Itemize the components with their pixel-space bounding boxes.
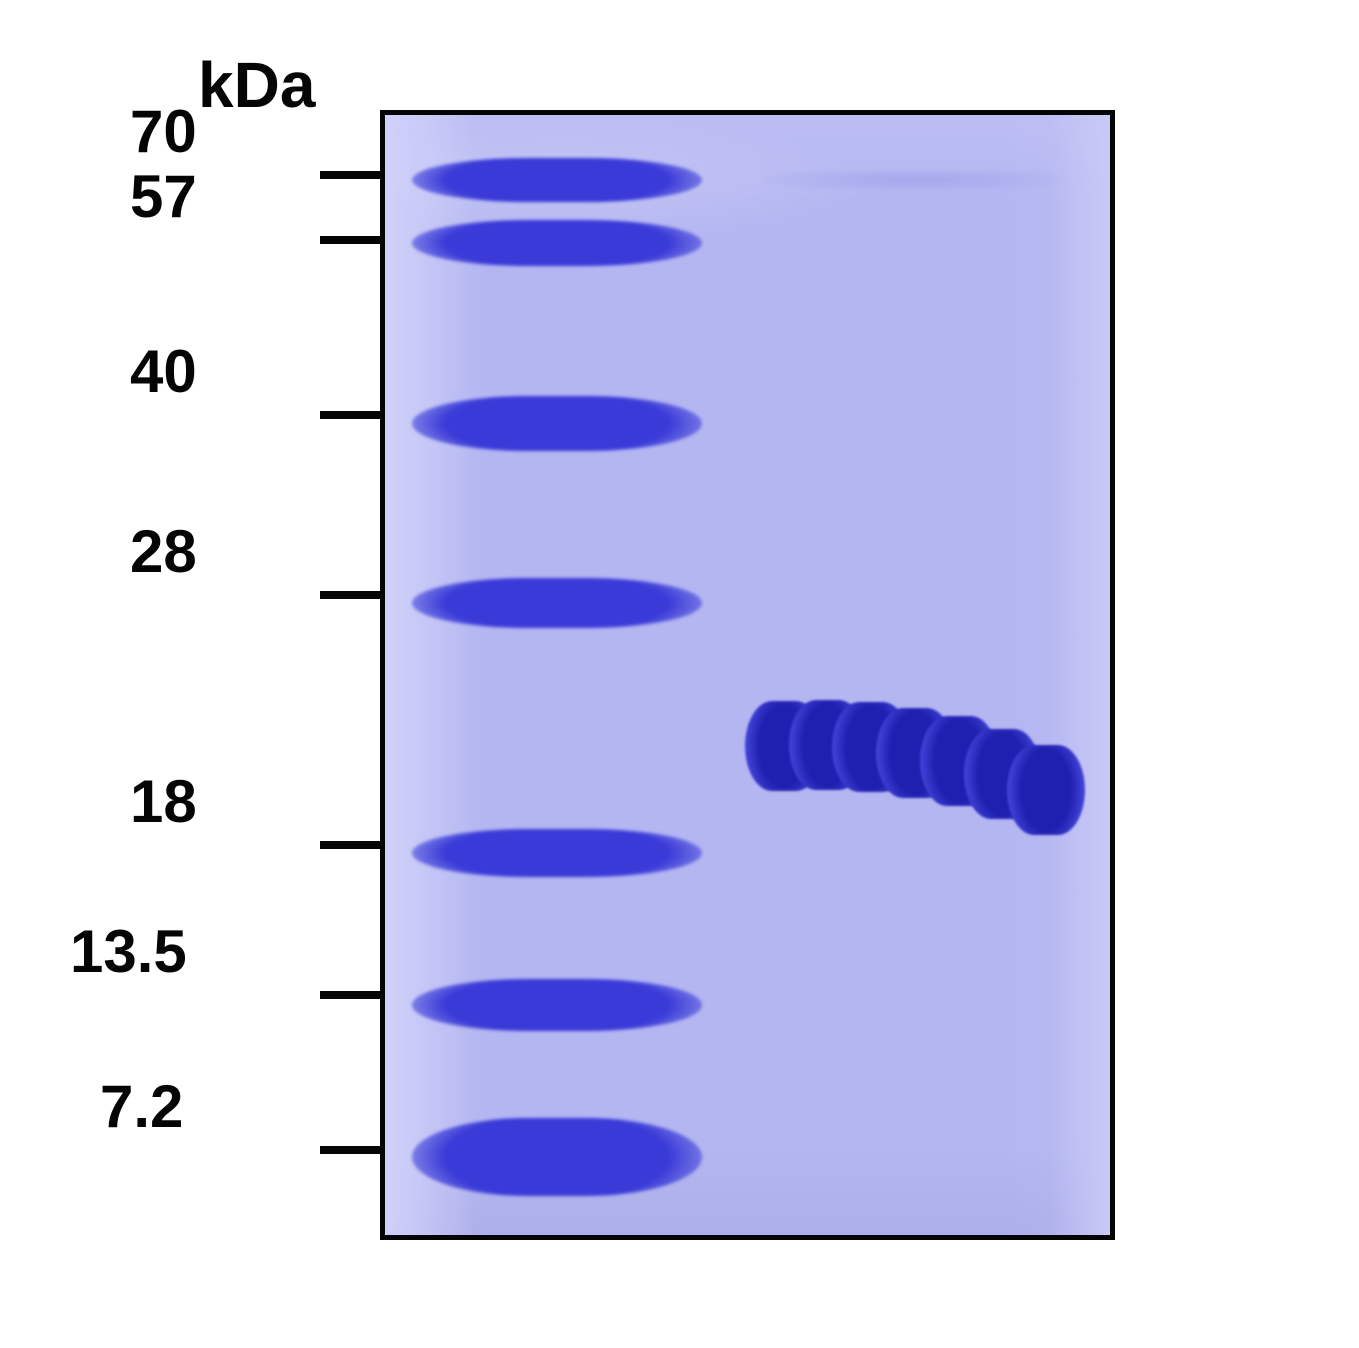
y-tick-label: 57 — [130, 162, 197, 231]
y-tick-mark — [320, 171, 380, 179]
y-tick-label: 7.2 — [100, 1072, 183, 1141]
y-tick-mark — [320, 591, 380, 599]
gel-edge-light-right — [1050, 115, 1110, 1235]
gel-box — [380, 110, 1115, 1240]
gel-edge-light-left — [385, 115, 475, 1235]
y-tick-mark — [320, 991, 380, 999]
y-axis-title: kDa — [198, 48, 315, 122]
gel-background — [385, 115, 1110, 1235]
ladder-band — [412, 578, 702, 628]
y-tick-mark — [320, 411, 380, 419]
y-tick-mark — [320, 236, 380, 244]
y-tick-label: 28 — [130, 517, 197, 586]
faint-band — [762, 171, 1068, 189]
y-tick-label: 13.5 — [70, 917, 187, 986]
ladder-band — [412, 220, 702, 266]
ladder-band — [412, 158, 702, 202]
gel-figure: kDa 7057 40 28 18 13.5 7.2 — [0, 0, 1359, 1348]
ladder-band — [412, 1118, 702, 1196]
y-tick-label: 18 — [130, 767, 197, 836]
y-tick-label: 40 — [130, 337, 197, 406]
ladder-band — [412, 979, 702, 1031]
y-tick-mark — [320, 1146, 380, 1154]
ladder-band — [412, 396, 702, 451]
ladder-band — [412, 829, 702, 877]
y-tick-label: 70 — [130, 97, 197, 166]
y-tick-mark — [320, 841, 380, 849]
